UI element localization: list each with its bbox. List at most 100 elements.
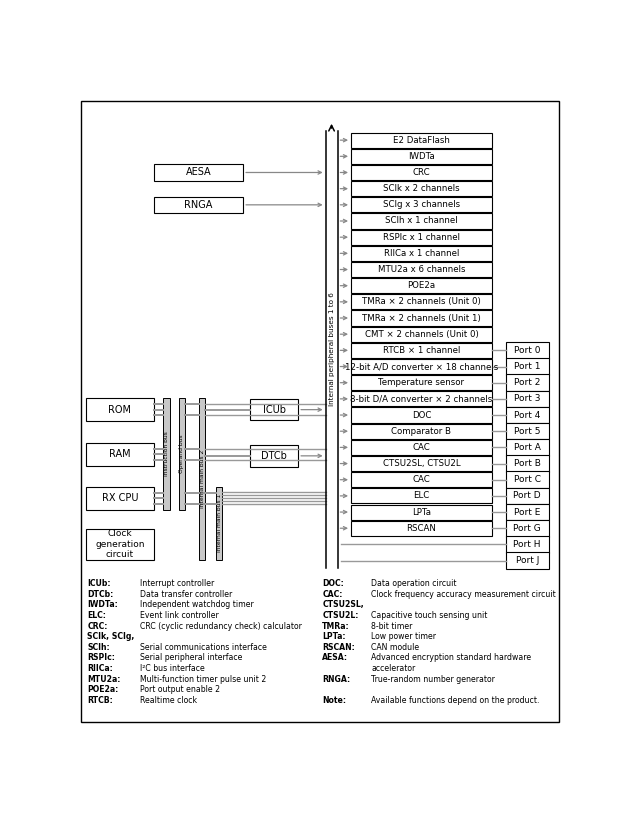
Text: Port G: Port G <box>513 524 541 533</box>
FancyBboxPatch shape <box>506 407 549 423</box>
Text: 8-bit timer: 8-bit timer <box>371 622 413 631</box>
Text: CTSU2L:: CTSU2L: <box>322 611 359 620</box>
FancyBboxPatch shape <box>506 374 549 391</box>
Text: Port C: Port C <box>514 475 541 484</box>
Text: 12-bit A/D converter × 18 channels: 12-bit A/D converter × 18 channels <box>345 362 498 371</box>
FancyBboxPatch shape <box>86 443 154 466</box>
FancyBboxPatch shape <box>351 456 492 471</box>
Text: ELC:: ELC: <box>88 611 106 620</box>
Text: IWDTa: IWDTa <box>408 152 435 161</box>
Text: Port 1: Port 1 <box>514 362 541 371</box>
Text: SCIg x 3 channels: SCIg x 3 channels <box>383 200 460 209</box>
FancyBboxPatch shape <box>351 504 492 520</box>
Text: Port 0: Port 0 <box>514 346 541 355</box>
Text: RTCB:: RTCB: <box>88 696 113 705</box>
Text: Port H: Port H <box>514 540 541 548</box>
FancyBboxPatch shape <box>179 398 185 509</box>
FancyBboxPatch shape <box>163 398 170 509</box>
FancyBboxPatch shape <box>351 343 492 358</box>
Text: RNGA: RNGA <box>184 200 213 209</box>
Text: 8-bit D/A converter × 2 channels: 8-bit D/A converter × 2 channels <box>351 394 493 403</box>
Text: ICUb: ICUb <box>262 405 286 415</box>
FancyBboxPatch shape <box>351 391 492 407</box>
Text: CTSU2SL,: CTSU2SL, <box>322 601 364 610</box>
Text: SCIk, SCIg,: SCIk, SCIg, <box>88 632 135 641</box>
Text: CAC: CAC <box>412 475 431 484</box>
FancyBboxPatch shape <box>86 487 154 509</box>
FancyBboxPatch shape <box>154 164 243 181</box>
Text: Port output enable 2: Port output enable 2 <box>140 685 220 694</box>
Text: POE2a:: POE2a: <box>88 685 119 694</box>
FancyBboxPatch shape <box>506 359 549 375</box>
Text: Internal peripheral buses 1 to 6: Internal peripheral buses 1 to 6 <box>329 293 334 406</box>
Text: RX CPU: RX CPU <box>102 493 138 503</box>
FancyBboxPatch shape <box>351 262 492 277</box>
Text: Comparator B: Comparator B <box>391 427 451 436</box>
FancyBboxPatch shape <box>506 520 549 536</box>
Text: SCIh:: SCIh: <box>88 643 110 652</box>
Text: Event link controller: Event link controller <box>140 611 219 620</box>
Text: DTCb:: DTCb: <box>88 590 114 599</box>
FancyBboxPatch shape <box>506 423 549 439</box>
FancyBboxPatch shape <box>351 181 492 196</box>
Text: CAC:: CAC: <box>322 590 342 599</box>
FancyBboxPatch shape <box>351 521 492 535</box>
Text: ICUb:: ICUb: <box>88 579 111 588</box>
Text: CRC: CRC <box>412 168 430 177</box>
Text: Capacitive touch sensing unit: Capacitive touch sensing unit <box>371 611 488 620</box>
Text: Independent watchdog timer: Independent watchdog timer <box>140 601 254 610</box>
Text: DOC:: DOC: <box>322 579 344 588</box>
Text: AESA: AESA <box>186 168 211 178</box>
FancyBboxPatch shape <box>351 440 492 455</box>
Text: Port 2: Port 2 <box>514 378 541 387</box>
Text: Instruction bus: Instruction bus <box>164 432 169 476</box>
Text: Operand bus: Operand bus <box>179 434 184 474</box>
FancyBboxPatch shape <box>351 408 492 423</box>
FancyBboxPatch shape <box>351 488 492 504</box>
Text: Available functions depend on the product.: Available functions depend on the produc… <box>371 696 539 705</box>
FancyBboxPatch shape <box>199 398 206 560</box>
Text: CRC (cyclic redundancy check) calculator: CRC (cyclic redundancy check) calculator <box>140 622 302 631</box>
Text: LPTa:: LPTa: <box>322 632 346 641</box>
Text: LPTa: LPTa <box>412 508 431 517</box>
FancyBboxPatch shape <box>351 230 492 244</box>
Text: Port D: Port D <box>513 491 541 500</box>
FancyBboxPatch shape <box>351 424 492 438</box>
Text: RNGA:: RNGA: <box>322 675 351 684</box>
Text: Serial peripheral interface: Serial peripheral interface <box>140 654 242 663</box>
Text: MTU2a x 6 channels: MTU2a x 6 channels <box>378 265 465 274</box>
Text: RIICa:: RIICa: <box>88 664 113 673</box>
Text: TMRa:: TMRa: <box>322 622 350 631</box>
Text: MTU2a:: MTU2a: <box>88 675 121 684</box>
Text: Data operation circuit: Data operation circuit <box>371 579 457 588</box>
FancyBboxPatch shape <box>351 149 492 164</box>
FancyBboxPatch shape <box>351 214 492 228</box>
FancyBboxPatch shape <box>351 197 492 213</box>
FancyBboxPatch shape <box>351 472 492 487</box>
FancyBboxPatch shape <box>351 133 492 148</box>
Text: RSCAN: RSCAN <box>406 524 436 533</box>
Text: Data transfer controller: Data transfer controller <box>140 590 232 599</box>
Text: Realtime clock: Realtime clock <box>140 696 198 705</box>
Text: SCIh x 1 channel: SCIh x 1 channel <box>385 217 458 226</box>
FancyBboxPatch shape <box>506 536 549 553</box>
Text: RSPIc:: RSPIc: <box>88 654 115 663</box>
Text: CAN module: CAN module <box>371 643 419 652</box>
Text: RSPIc x 1 channel: RSPIc x 1 channel <box>383 232 460 242</box>
FancyBboxPatch shape <box>506 342 549 359</box>
Text: RSCAN:: RSCAN: <box>322 643 355 652</box>
Text: AESA:: AESA: <box>322 654 348 663</box>
Text: Temperature sensor: Temperature sensor <box>379 378 464 387</box>
Text: POE2a: POE2a <box>408 281 436 290</box>
Text: Port B: Port B <box>514 459 541 468</box>
Text: CAC: CAC <box>412 443 431 452</box>
Text: Note:: Note: <box>322 696 346 705</box>
FancyBboxPatch shape <box>351 311 492 325</box>
FancyBboxPatch shape <box>351 327 492 341</box>
FancyBboxPatch shape <box>506 390 549 408</box>
Text: Port J: Port J <box>516 556 539 565</box>
Text: Low power timer: Low power timer <box>371 632 436 641</box>
FancyBboxPatch shape <box>506 471 549 488</box>
FancyBboxPatch shape <box>216 487 222 560</box>
Text: SCIk x 2 channels: SCIk x 2 channels <box>383 184 460 193</box>
